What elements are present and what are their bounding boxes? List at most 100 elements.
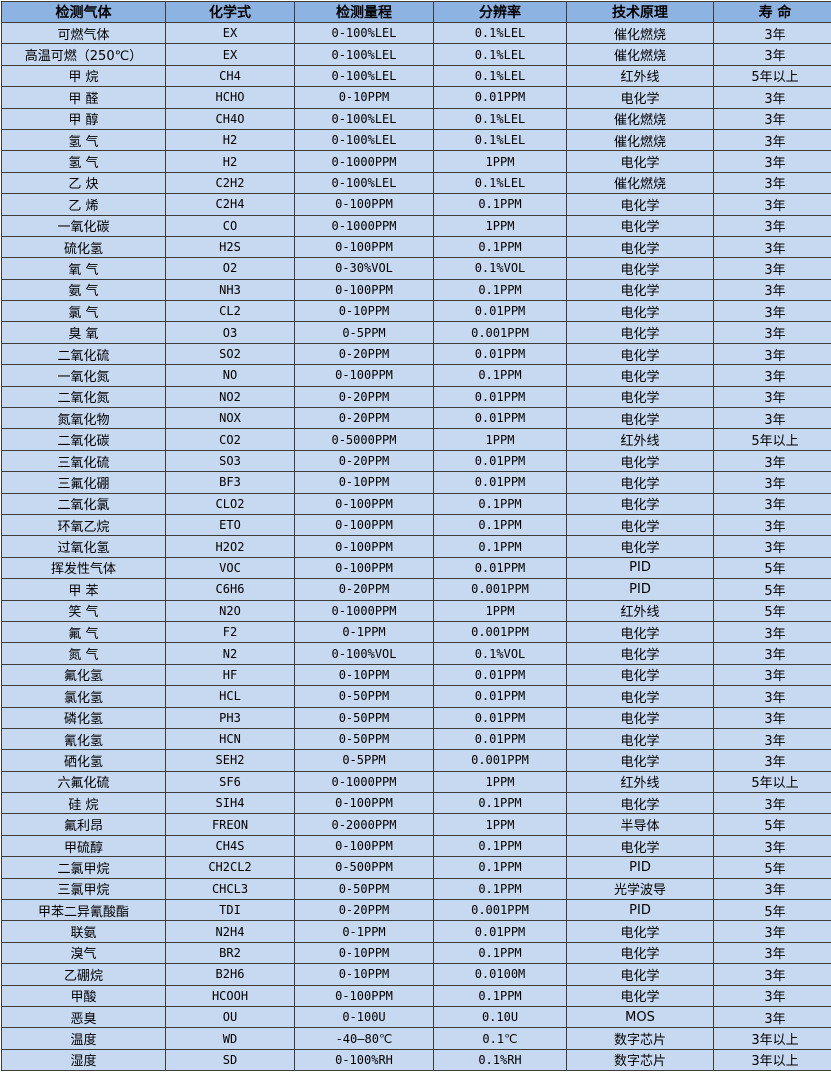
cell-lifetime: 3年	[714, 215, 831, 236]
cell-range: 0-10PPM	[295, 301, 434, 322]
cell-resolution: 0.10U	[434, 1006, 567, 1027]
cell-lifetime: 5年以上	[714, 771, 831, 792]
cell-formula: CH4O	[166, 108, 295, 129]
cell-gas-name: 二氯甲烷	[2, 857, 166, 878]
cell-formula: CO2	[166, 429, 295, 450]
cell-principle: 电化学	[567, 686, 714, 707]
cell-gas-name: 氮氧化物	[2, 408, 166, 429]
cell-range: 0-100U	[295, 1006, 434, 1027]
cell-resolution: 0.1PPM	[434, 985, 567, 1006]
cell-formula: HCN	[166, 728, 295, 749]
cell-lifetime: 3年	[714, 985, 831, 1006]
cell-resolution: 0.01PPM	[434, 664, 567, 685]
column-header-lifetime: 寿 命	[714, 2, 831, 23]
cell-range: 0-20PPM	[295, 450, 434, 471]
cell-range: 0-100PPM	[295, 493, 434, 514]
cell-principle: 电化学	[567, 87, 714, 108]
cell-principle: 电化学	[567, 279, 714, 300]
cell-gas-name: 甲 苯	[2, 579, 166, 600]
cell-formula: C2H2	[166, 172, 295, 193]
cell-resolution: 0.1%LEL	[434, 108, 567, 129]
cell-resolution: 0.001PPM	[434, 900, 567, 921]
cell-formula: BF3	[166, 472, 295, 493]
cell-range: 0-5PPM	[295, 750, 434, 771]
cell-formula: NO2	[166, 386, 295, 407]
cell-resolution: 0.01PPM	[434, 921, 567, 942]
cell-formula: C2H4	[166, 194, 295, 215]
cell-principle: 电化学	[567, 215, 714, 236]
cell-resolution: 0.001PPM	[434, 322, 567, 343]
cell-resolution: 0.1%LEL	[434, 129, 567, 150]
cell-gas-name: 甲硫醇	[2, 835, 166, 856]
cell-lifetime: 3年	[714, 878, 831, 899]
cell-resolution: 0.1%LEL	[434, 44, 567, 65]
cell-lifetime: 3年	[714, 1006, 831, 1027]
cell-range: 0-5PPM	[295, 322, 434, 343]
cell-resolution: 0.1%LEL	[434, 65, 567, 86]
cell-principle: PID	[567, 579, 714, 600]
cell-lifetime: 3年	[714, 87, 831, 108]
cell-gas-name: 氯 气	[2, 301, 166, 322]
cell-resolution: 0.01PPM	[434, 707, 567, 728]
cell-resolution: 1PPM	[434, 215, 567, 236]
cell-resolution: 0.01PPM	[434, 686, 567, 707]
cell-range: 0-1000PPM	[295, 600, 434, 621]
cell-lifetime: 3年以上	[714, 1049, 831, 1070]
cell-gas-name: 氟 气	[2, 621, 166, 642]
cell-principle: 电化学	[567, 236, 714, 257]
cell-lifetime: 3年	[714, 493, 831, 514]
cell-range: 0-100PPM	[295, 514, 434, 535]
cell-formula: TDI	[166, 900, 295, 921]
cell-resolution: 0.001PPM	[434, 579, 567, 600]
cell-range: 0-100PPM	[295, 236, 434, 257]
cell-range: 0-1PPM	[295, 921, 434, 942]
cell-formula: O3	[166, 322, 295, 343]
cell-gas-name: 可燃气体	[2, 23, 166, 44]
cell-resolution: 0.01PPM	[434, 408, 567, 429]
cell-lifetime: 3年	[714, 365, 831, 386]
cell-formula: N2O	[166, 600, 295, 621]
cell-lifetime: 3年	[714, 707, 831, 728]
cell-principle: 电化学	[567, 450, 714, 471]
cell-lifetime: 5年以上	[714, 429, 831, 450]
cell-lifetime: 5年	[714, 857, 831, 878]
cell-principle: 电化学	[567, 835, 714, 856]
cell-lifetime: 3年	[714, 44, 831, 65]
cell-lifetime: 3年	[714, 793, 831, 814]
cell-resolution: 0.001PPM	[434, 621, 567, 642]
cell-formula: CHCL3	[166, 878, 295, 899]
cell-formula: C6H6	[166, 579, 295, 600]
cell-principle: 数字芯片	[567, 1028, 714, 1049]
cell-range: 0-100%LEL	[295, 108, 434, 129]
cell-resolution: 1PPM	[434, 771, 567, 792]
cell-formula: SO3	[166, 450, 295, 471]
cell-lifetime: 5年	[714, 600, 831, 621]
cell-range: 0-500PPM	[295, 857, 434, 878]
cell-formula: SO2	[166, 343, 295, 364]
cell-lifetime: 5年	[714, 814, 831, 835]
cell-lifetime: 3年	[714, 408, 831, 429]
cell-gas-name: 硒化氢	[2, 750, 166, 771]
cell-lifetime: 3年	[714, 964, 831, 985]
cell-lifetime: 3年	[714, 301, 831, 322]
cell-gas-name: 挥发性气体	[2, 557, 166, 578]
cell-formula: EX	[166, 44, 295, 65]
cell-resolution: 0.01PPM	[434, 450, 567, 471]
cell-resolution: 0.01PPM	[434, 728, 567, 749]
cell-gas-name: 高温可燃（250℃）	[2, 44, 166, 65]
cell-resolution: 0.1%RH	[434, 1049, 567, 1070]
cell-gas-name: 氨 气	[2, 279, 166, 300]
